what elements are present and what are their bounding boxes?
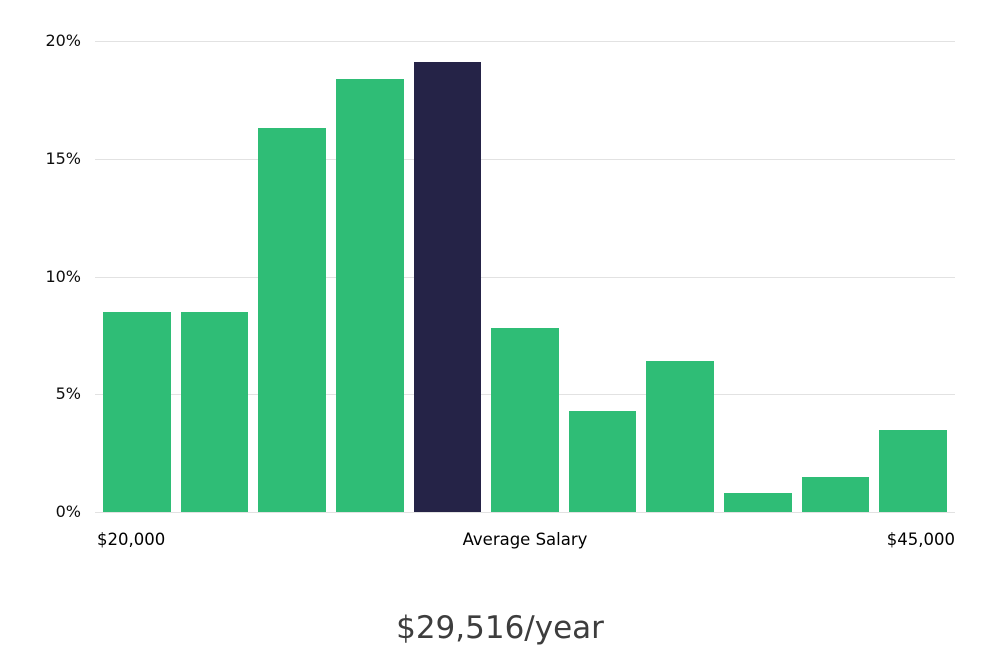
bar <box>801 476 870 512</box>
gridline <box>95 512 955 513</box>
bars <box>103 41 948 512</box>
x-axis: $20,000 Average Salary $45,000 <box>95 530 955 552</box>
bar-highlighted <box>413 62 482 512</box>
bar <box>491 328 559 512</box>
x-axis-label-max: $45,000 <box>886 530 955 549</box>
bar <box>258 128 326 512</box>
bar <box>879 429 948 512</box>
y-axis-tick-label: 10% <box>45 266 81 286</box>
y-axis-tick-label: 5% <box>55 384 81 404</box>
bar <box>103 311 171 512</box>
plot-area: 0% 5% 10% 15% 20% <box>45 33 955 520</box>
gridline <box>95 276 955 278</box>
bar <box>180 311 249 512</box>
x-axis-label-center: Average Salary <box>462 530 588 549</box>
y-axis-tick-label: 15% <box>45 148 81 168</box>
bar <box>568 410 637 512</box>
y-axis-tick-label: 0% <box>55 502 81 521</box>
bar <box>724 493 792 512</box>
average-salary-caption: $29,516/year <box>396 610 604 646</box>
bar <box>646 361 715 512</box>
bar <box>335 78 404 512</box>
gridline <box>95 41 955 42</box>
y-axis-tick-label: 20% <box>45 31 81 50</box>
x-axis-label-min: $20,000 <box>97 530 166 549</box>
gridline <box>95 158 955 160</box>
